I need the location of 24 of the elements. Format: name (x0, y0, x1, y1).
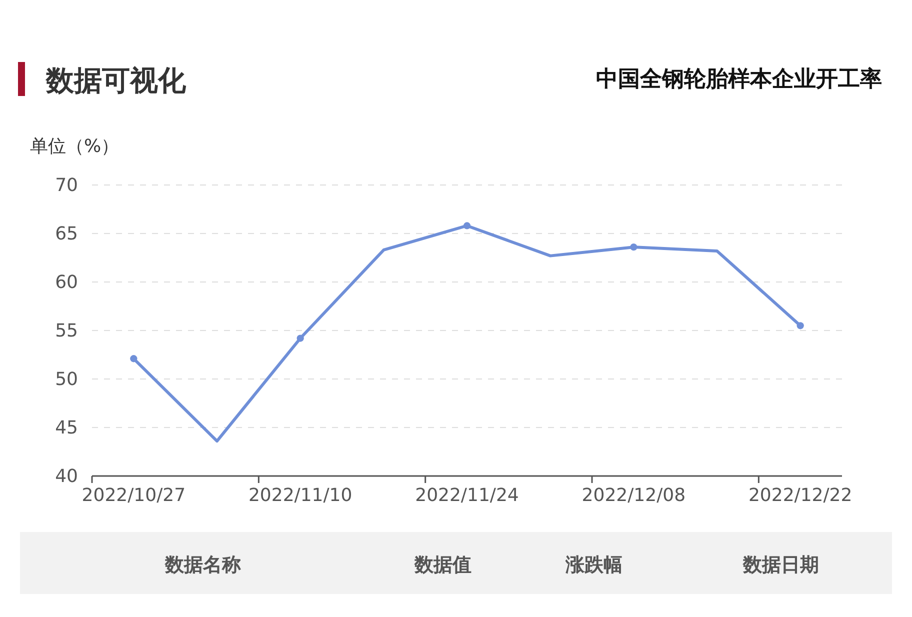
x-tick-label: 2022/12/22 (748, 484, 852, 506)
point (630, 244, 638, 251)
y-tick-label: 45 (55, 417, 78, 438)
point (296, 334, 304, 342)
y-axis-title: 单位（%） (30, 136, 120, 157)
point (130, 355, 138, 362)
y-tick-label: 40 (55, 466, 78, 487)
y-tick-label: 65 (55, 223, 78, 244)
text: 数据名称 (164, 554, 241, 576)
y-tick-label: 70 (55, 174, 78, 196)
chart-title: 中国全钢轮胎样本企业开工率 (596, 66, 882, 92)
y-tick-label: 60 (55, 272, 78, 293)
x-tick-label: 2022/10/27 (82, 484, 186, 506)
text: 数据值 (414, 554, 472, 576)
y-tick-label: 50 (55, 368, 78, 390)
point (463, 222, 471, 230)
x-tick-label: 2022/11/10 (248, 484, 352, 506)
x-tick-label: 2022/12/08 (582, 484, 686, 506)
text: 数据日期 (742, 554, 819, 576)
y-tick-label: 55 (55, 320, 78, 342)
x-tick-label: 2022/11/24 (415, 484, 519, 506)
chart-subtitle: 数据可视化 (45, 64, 187, 97)
point (796, 322, 804, 330)
text: 涨跌幅 (564, 554, 622, 576)
